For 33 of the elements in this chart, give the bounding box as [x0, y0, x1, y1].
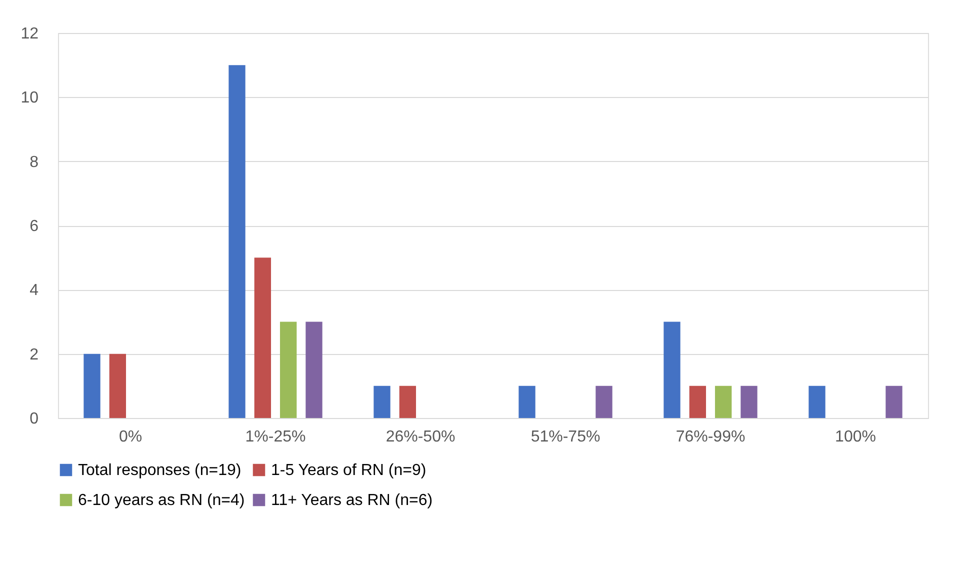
bar — [689, 386, 706, 418]
x-tick-label: 76%-99% — [676, 428, 746, 446]
bar — [399, 386, 416, 418]
bar — [374, 386, 390, 418]
y-tick-label: 10 — [20, 90, 39, 107]
bar — [109, 354, 126, 418]
y-tick-label: 6 — [30, 218, 39, 235]
legend-label: 1-5 Years of RN (n=9) — [271, 462, 426, 479]
x-tick-label: 26%-50% — [386, 428, 456, 446]
bar — [84, 354, 100, 418]
x-tick-label: 0% — [118, 428, 142, 446]
y-tick-label: 2 — [30, 346, 39, 364]
bar — [808, 386, 826, 418]
bar — [664, 322, 680, 418]
bar — [740, 386, 758, 418]
bar — [280, 322, 297, 418]
bar — [714, 386, 732, 418]
bar — [306, 322, 322, 418]
legend-label: 6-10 years as RN (n=4) — [78, 492, 245, 509]
y-tick-label: 4 — [30, 282, 39, 300]
bar — [518, 386, 536, 418]
x-tick-label: 51%-75% — [530, 428, 600, 446]
x-tick-label: 100% — [835, 428, 876, 446]
bar — [228, 65, 246, 418]
y-tick-label: 12 — [20, 26, 39, 42]
bar — [596, 386, 612, 418]
y-tick-label: 0 — [30, 410, 39, 428]
y-tick-label: 8 — [30, 154, 39, 171]
x-tick-label: 1%-25% — [245, 428, 306, 446]
bar — [254, 258, 272, 418]
legend-label: 11+ Years as RN (n=6) — [271, 492, 433, 509]
bar — [886, 386, 902, 418]
legend-label: Total responses (n=19) — [78, 462, 242, 479]
